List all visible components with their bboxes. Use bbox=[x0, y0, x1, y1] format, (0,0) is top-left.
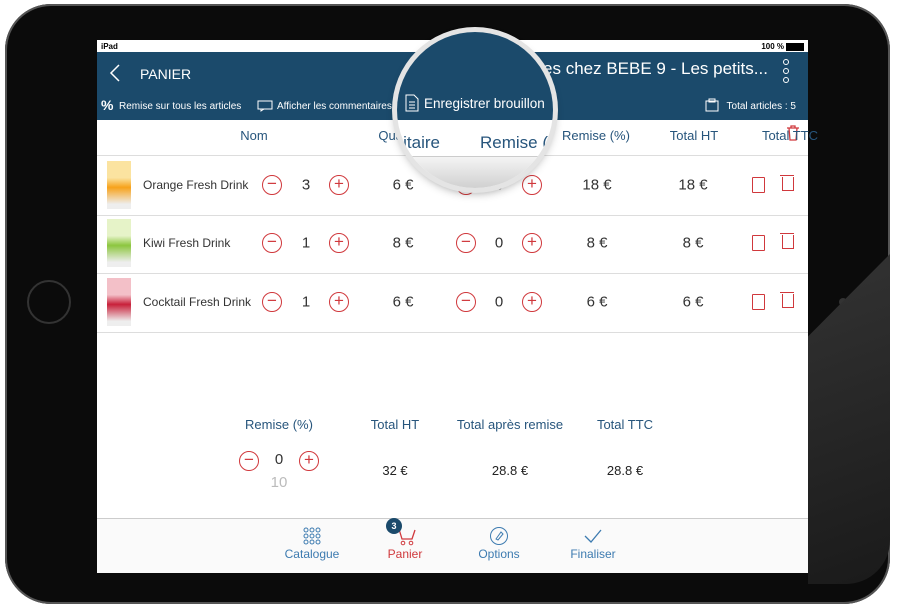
back-title[interactable]: PANIER bbox=[140, 66, 192, 82]
product-name: Cocktail Fresh Drink bbox=[143, 295, 252, 309]
battery-icon bbox=[786, 43, 804, 51]
magnifier-shade bbox=[397, 156, 553, 188]
delete-button[interactable] bbox=[782, 294, 794, 308]
total-ttc: 28.8 € bbox=[606, 463, 644, 478]
catalogue-icon bbox=[303, 527, 321, 545]
magnifier-header bbox=[397, 32, 553, 120]
magnifier: Enregistrer brouillon Prix unitaire Remi… bbox=[397, 32, 553, 188]
increment-button[interactable]: + bbox=[522, 292, 542, 312]
delete-lid bbox=[780, 233, 794, 234]
delete-lid bbox=[780, 292, 794, 293]
increment-button[interactable]: + bbox=[329, 233, 349, 253]
column-header: Total TTC bbox=[761, 128, 819, 143]
total-ht: 8 € bbox=[586, 234, 608, 252]
options-icon bbox=[490, 527, 508, 545]
delete-button[interactable] bbox=[782, 235, 794, 249]
home-button[interactable] bbox=[27, 280, 71, 324]
total-ttc: 6 € bbox=[682, 293, 704, 311]
product-image bbox=[107, 161, 131, 209]
cart-row: Cocktail Fresh Drink −1 +6 € −0 +6 €6 € bbox=[97, 273, 808, 333]
total-ttc: 8 € bbox=[682, 234, 704, 252]
decrement-button[interactable]: − bbox=[456, 233, 476, 253]
tab[interactable]: Options bbox=[478, 547, 520, 561]
decrement-button[interactable]: − bbox=[262, 175, 282, 195]
screen: iPad 100 % PANIER Ventes chez BEBE 9 - L… bbox=[97, 32, 818, 573]
cart-badge: 3 bbox=[386, 518, 402, 534]
tab[interactable]: Catalogue bbox=[284, 547, 340, 561]
save-draft[interactable]: Enregistrer brouillon bbox=[424, 96, 545, 111]
header-title: Ventes chez BEBE 9 - Les petits... bbox=[509, 59, 768, 78]
total-articles: Total articles : 5 bbox=[726, 101, 796, 112]
quantity: 1 bbox=[301, 293, 311, 311]
discount-placeholder: 10 bbox=[270, 474, 288, 491]
total-after-discount: 28.8 € bbox=[491, 463, 529, 478]
quantity: 1 bbox=[301, 234, 311, 252]
zoomed-column: Prix unitaire bbox=[397, 133, 440, 152]
total-ttc: 18 € bbox=[678, 176, 708, 194]
increment-button[interactable]: + bbox=[329, 292, 349, 312]
finalize-icon bbox=[584, 529, 602, 543]
column-header: Nom bbox=[240, 128, 268, 143]
more-menu[interactable] bbox=[781, 58, 791, 86]
delete-all[interactable] bbox=[786, 125, 800, 141]
column-header: Remise (%) bbox=[562, 128, 630, 143]
reflection bbox=[808, 254, 890, 584]
articles-icon bbox=[705, 98, 719, 112]
increment-button[interactable]: + bbox=[329, 175, 349, 195]
discount: 0 bbox=[494, 234, 504, 252]
decrement-button[interactable]: − bbox=[239, 451, 259, 471]
total-ht: 18 € bbox=[582, 176, 612, 194]
discount-all[interactable]: Remise sur tous les articles bbox=[119, 101, 242, 112]
summary-label: Remise (%) bbox=[245, 417, 313, 432]
tab[interactable]: Panier bbox=[387, 547, 423, 561]
back-button[interactable] bbox=[109, 63, 121, 83]
decrement-button[interactable]: − bbox=[262, 233, 282, 253]
unit-price: 6 € bbox=[392, 293, 414, 311]
increment-button[interactable]: + bbox=[299, 451, 319, 471]
unit-price: 8 € bbox=[392, 234, 414, 252]
increment-button[interactable]: + bbox=[522, 233, 542, 253]
battery: 100 % bbox=[761, 42, 784, 51]
comment-button[interactable] bbox=[752, 294, 765, 310]
summary-label: Total HT bbox=[370, 417, 420, 432]
summary-label: Total TTC bbox=[596, 417, 654, 432]
quantity: 3 bbox=[301, 176, 311, 194]
tab-bar bbox=[97, 518, 808, 573]
tab[interactable]: Finaliser bbox=[570, 547, 616, 561]
show-comments[interactable]: Afficher les commentaires bbox=[277, 101, 392, 112]
comment-button[interactable] bbox=[752, 235, 765, 251]
total-ht: 6 € bbox=[586, 293, 608, 311]
decrement-button[interactable]: − bbox=[456, 292, 476, 312]
percent-icon: % bbox=[101, 97, 114, 113]
summary-label: Total après remise bbox=[456, 417, 564, 432]
product-name: Orange Fresh Drink bbox=[143, 178, 249, 192]
discount: 0 bbox=[494, 293, 504, 311]
device-label: iPad bbox=[101, 42, 118, 51]
total-ht: 32 € bbox=[382, 463, 408, 478]
decrement-button[interactable]: − bbox=[262, 292, 282, 312]
draft-icon bbox=[405, 94, 419, 112]
column-header: Total HT bbox=[669, 128, 719, 143]
product-name: Kiwi Fresh Drink bbox=[143, 236, 231, 250]
product-image bbox=[107, 219, 131, 267]
comment-icon bbox=[257, 100, 273, 112]
discount-value: 0 bbox=[274, 451, 284, 468]
product-image bbox=[107, 278, 131, 326]
cart-row: Kiwi Fresh Drink −1 +8 € −0 +8 €8 € bbox=[97, 214, 808, 274]
delete-lid bbox=[780, 175, 794, 176]
delete-button[interactable] bbox=[782, 177, 794, 191]
comment-button[interactable] bbox=[752, 177, 765, 193]
zoomed-column: Remise (%) bbox=[480, 133, 553, 152]
